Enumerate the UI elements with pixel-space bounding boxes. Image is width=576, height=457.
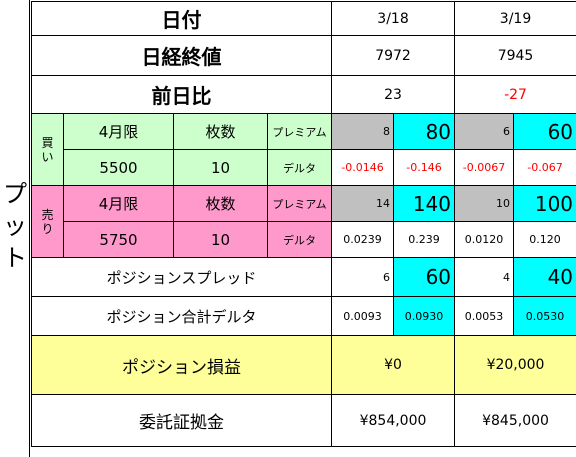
pnl-row: ポジション損益 ¥0 ¥20,000 bbox=[31, 335, 576, 395]
change-label: 前日比 bbox=[31, 75, 332, 114]
position-delta-total-2: 0.0530 bbox=[513, 296, 576, 336]
change-row: 前日比 23 -27 bbox=[31, 75, 576, 114]
buy-delta-total-2: -0.067 bbox=[513, 149, 576, 186]
buy-premium-unit-1: 8 bbox=[331, 113, 394, 150]
put-label: プ ッ ト bbox=[0, 178, 30, 274]
pnl-label: ポジション損益 bbox=[31, 335, 332, 395]
put-char-1: プ bbox=[3, 180, 27, 208]
margin-row: 委託証拠金 ¥854,000 ¥845,000 bbox=[31, 394, 576, 447]
buy-qty-label: 枚数 bbox=[173, 113, 268, 150]
spread-total-2: 40 bbox=[513, 257, 576, 297]
sell-strike: 5750 bbox=[63, 221, 174, 258]
buy-delta-unit-2: -0.0067 bbox=[454, 149, 515, 186]
buy-strike: 5500 bbox=[63, 149, 174, 186]
day-change-2: -27 bbox=[454, 75, 576, 114]
sell-premium-row: 売り 4月限 枚数 プレミアム 14 140 10 100 bbox=[31, 185, 576, 258]
nikkei-label: 日経終値 bbox=[31, 35, 332, 76]
buy-premium-row: 買い 4月限 枚数 プレミアム 8 80 6 60 bbox=[31, 113, 576, 186]
nikkei-close-2: 7945 bbox=[454, 35, 576, 76]
date-1: 3/18 bbox=[330, 1, 456, 36]
spread-label: ポジションスプレッド bbox=[31, 257, 332, 297]
sell-delta-row: 5750 10 デルタ 0.0239 0.239 0.0120 0.120 bbox=[32, 221, 576, 258]
buy-premium-total-1: 80 bbox=[392, 113, 456, 150]
date-2: 3/19 bbox=[454, 1, 576, 36]
nikkei-row: 日経終値 7972 7945 bbox=[31, 35, 576, 76]
sell-premium-total-2: 100 bbox=[513, 185, 576, 222]
date-row: 日付 3/18 3/19 bbox=[31, 1, 576, 36]
sell-label-text: 売り bbox=[41, 207, 54, 236]
sell-delta-unit-2: 0.0120 bbox=[454, 221, 515, 258]
buy-premium-unit-2: 6 bbox=[454, 113, 515, 150]
sell-delta-total-1: 0.239 bbox=[392, 221, 456, 258]
pnl-value-2: ¥20,000 bbox=[454, 335, 576, 395]
position-delta-unit-1: 0.0093 bbox=[331, 296, 394, 336]
position-delta-total-1: 0.0930 bbox=[392, 296, 456, 336]
day-change-1: 23 bbox=[330, 75, 456, 114]
buy-premium-total-2: 60 bbox=[513, 113, 576, 150]
date-label: 日付 bbox=[31, 1, 332, 36]
buy-label: 買い bbox=[31, 113, 64, 186]
buy-premium-label: プレミアム bbox=[267, 113, 332, 150]
buy-label-text: 買い bbox=[41, 135, 54, 164]
spread-unit-2: 4 bbox=[454, 257, 515, 297]
position-delta-row: ポジション合計デルタ 0.0093 0.0930 0.0053 0.0530 bbox=[31, 296, 576, 336]
buy-qty: 10 bbox=[173, 149, 268, 186]
sell-month: 4月限 bbox=[63, 185, 174, 222]
sell-delta-total-2: 0.120 bbox=[513, 221, 576, 258]
sell-delta-label: デルタ bbox=[267, 221, 332, 258]
position-delta-unit-2: 0.0053 bbox=[454, 296, 515, 336]
margin-value-1: ¥854,000 bbox=[330, 394, 456, 447]
put-char-2: ッ bbox=[3, 212, 27, 240]
position-table: 日付 3/18 3/19 日経終値 7972 7945 前日比 23 -27 買… bbox=[31, 1, 576, 447]
sell-premium-unit-2: 10 bbox=[454, 185, 515, 222]
nikkei-close-1: 7972 bbox=[330, 35, 456, 76]
buy-delta-unit-1: -0.0146 bbox=[331, 149, 394, 186]
spread-unit-1: 6 bbox=[331, 257, 394, 297]
pnl-value-1: ¥0 bbox=[330, 335, 456, 395]
spread-total-1: 60 bbox=[392, 257, 456, 297]
sell-qty: 10 bbox=[173, 221, 268, 258]
sell-premium-total-1: 140 bbox=[392, 185, 456, 222]
sell-qty-label: 枚数 bbox=[173, 185, 268, 222]
spread-row: ポジションスプレッド 6 60 4 40 bbox=[31, 257, 576, 297]
side-column: プ ッ ト bbox=[0, 0, 30, 457]
buy-delta-total-1: -0.146 bbox=[392, 149, 456, 186]
buy-month: 4月限 bbox=[63, 113, 174, 150]
sell-delta-unit-1: 0.0239 bbox=[331, 221, 394, 258]
sell-premium-label: プレミアム bbox=[267, 185, 332, 222]
sell-premium-unit-1: 14 bbox=[331, 185, 394, 222]
buy-delta-label: デルタ bbox=[267, 149, 332, 186]
sell-label: 売り bbox=[31, 185, 64, 258]
buy-delta-row: 5500 10 デルタ -0.0146 -0.146 -0.0067 -0.06… bbox=[32, 149, 576, 186]
margin-label: 委託証拠金 bbox=[31, 394, 332, 447]
position-delta-label: ポジション合計デルタ bbox=[31, 296, 332, 336]
put-char-3: ト bbox=[3, 244, 27, 272]
margin-value-2: ¥845,000 bbox=[454, 394, 576, 447]
